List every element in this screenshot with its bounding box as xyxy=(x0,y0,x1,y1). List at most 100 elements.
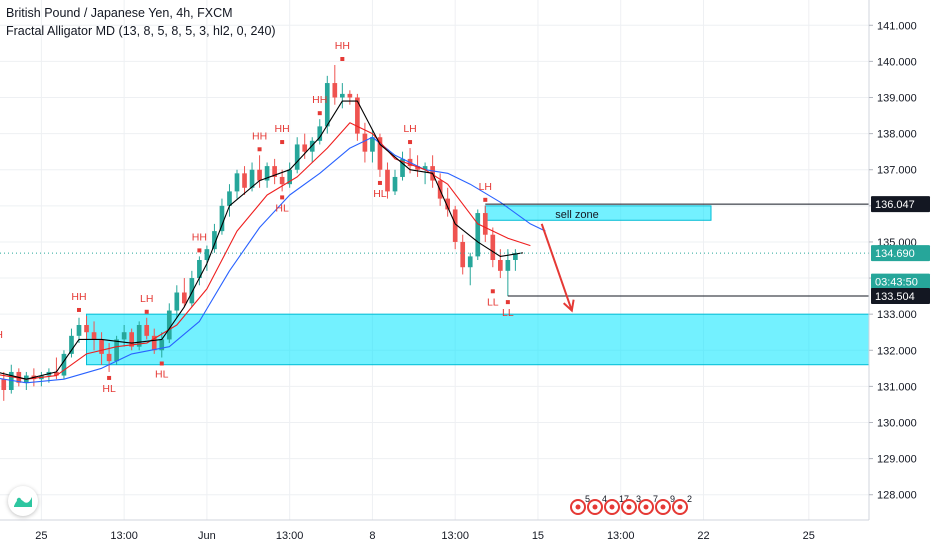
candle-body xyxy=(498,260,503,271)
candle-body xyxy=(415,166,420,170)
candle-body xyxy=(475,213,481,257)
candle-body xyxy=(302,144,308,152)
logo-icon xyxy=(14,497,32,507)
event-marker-dot xyxy=(660,504,666,510)
event-marker-dot xyxy=(643,504,649,510)
fractal-marker xyxy=(490,289,495,294)
candle-body xyxy=(249,169,255,188)
fractal-marker xyxy=(159,361,164,366)
projection-arrow xyxy=(540,223,573,311)
price-tick-label: 137.000 xyxy=(877,165,917,177)
fractal-marker xyxy=(144,309,149,314)
fractal-label: HH xyxy=(312,94,327,106)
time-tick-label: 15 xyxy=(532,530,544,542)
events-layer[interactable]: 5 4 17 3 7 9 2 xyxy=(570,494,692,515)
candle-body xyxy=(340,93,345,98)
fractal-label: LH xyxy=(403,123,416,135)
price-tick-label: 132.000 xyxy=(877,345,917,357)
candle-body xyxy=(370,137,375,152)
fractal-label: HH xyxy=(192,231,207,243)
candle-body xyxy=(317,126,323,141)
candle-body xyxy=(400,158,405,177)
fractal-marker xyxy=(505,300,510,305)
price-tick-label: 139.000 xyxy=(877,93,917,105)
time-tick-label: 13:00 xyxy=(607,530,635,542)
fractal-marker xyxy=(340,57,345,61)
candle-body xyxy=(392,176,398,192)
fractal-marker xyxy=(408,140,413,145)
alligator-lines xyxy=(0,100,546,384)
candle-body xyxy=(204,249,210,260)
candle-body xyxy=(91,332,97,340)
fractal-label: HL xyxy=(373,188,387,200)
event-count: 17 xyxy=(619,494,629,504)
candle-body xyxy=(279,176,285,185)
candle-body xyxy=(227,191,232,206)
candle-body xyxy=(234,173,240,192)
fractal-marker xyxy=(377,180,382,185)
candle-body xyxy=(8,371,14,390)
candle-body xyxy=(121,332,127,340)
price-tick-label: 138.000 xyxy=(877,129,917,141)
time-tick-label: 13:00 xyxy=(441,530,469,542)
fractal-label: LH xyxy=(0,329,3,341)
candle-body xyxy=(69,335,74,354)
fractal-label: HH xyxy=(275,123,290,135)
fractal-marker xyxy=(107,375,112,380)
candle-body xyxy=(355,97,360,134)
tradingview-logo[interactable] xyxy=(8,486,38,516)
event-marker-dot xyxy=(626,504,632,510)
fractal-label: LH xyxy=(479,181,492,193)
candle-body xyxy=(212,231,217,250)
price-tag-label: 133.504 xyxy=(875,291,915,303)
alligator-lips-line xyxy=(0,100,523,380)
candle-body xyxy=(347,93,353,98)
sell-zone-label: sell zone xyxy=(555,209,598,221)
price-tag-bg xyxy=(871,287,930,304)
time-tick-label: 25 xyxy=(35,530,47,542)
candle-body xyxy=(264,166,270,181)
candle-body xyxy=(332,83,338,98)
alligator-jaw-line xyxy=(0,136,546,384)
event-count: 7 xyxy=(653,494,658,504)
price-tag-bg xyxy=(871,273,930,290)
indicator-legend[interactable]: Fractal Alligator MD (13, 8, 5, 8, 5, 3,… xyxy=(6,24,276,38)
candle-body xyxy=(61,353,67,376)
fractal-marker xyxy=(257,147,262,152)
zones-layer: sell zone xyxy=(86,205,870,366)
price-tick-label: 130.000 xyxy=(877,418,917,430)
candle-body xyxy=(452,209,458,242)
price-tick-label: 140.000 xyxy=(877,56,917,68)
price-tick-label: 131.000 xyxy=(877,381,917,393)
fractal-marker xyxy=(317,111,322,116)
candle-body xyxy=(219,205,225,232)
candle-body xyxy=(467,256,473,268)
fractal-label: LL xyxy=(487,296,499,308)
candle-body xyxy=(114,339,119,362)
fractal-label: HH xyxy=(71,291,86,303)
fractal-marker xyxy=(77,307,81,312)
price-tick-label: 133.000 xyxy=(877,309,917,321)
candle-body xyxy=(257,169,262,181)
fractal-label: HL xyxy=(275,202,289,214)
candle-body xyxy=(144,325,150,336)
candle-body xyxy=(422,166,428,170)
candle-body xyxy=(151,335,157,351)
event-count: 9 xyxy=(670,494,675,504)
event-count: 4 xyxy=(602,494,607,504)
candle-body xyxy=(513,253,518,260)
event-count: 3 xyxy=(636,494,641,504)
price-tag-bg xyxy=(871,196,930,213)
candle-body xyxy=(445,198,450,210)
price-tick-label: 128.000 xyxy=(877,490,917,502)
price-tag-label: 134.690 xyxy=(875,248,915,260)
candle-body xyxy=(460,241,466,268)
candle-body xyxy=(84,325,89,333)
alligator-teeth-line xyxy=(0,122,531,380)
chart-grid xyxy=(0,0,869,520)
candle-body xyxy=(197,260,202,279)
price-tag-bg xyxy=(871,245,930,262)
